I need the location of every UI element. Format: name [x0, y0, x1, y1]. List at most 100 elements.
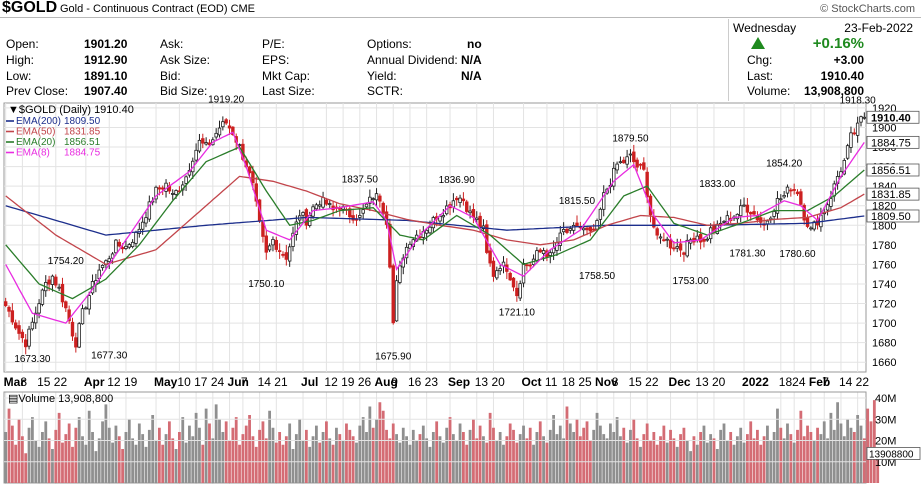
candle-body: [271, 239, 275, 246]
candle-body: [468, 210, 472, 214]
candle-body: [67, 309, 71, 322]
volume-bar: [127, 419, 131, 483]
volume-bar: [465, 444, 469, 483]
candle-body: [495, 270, 499, 279]
volume-bar: [722, 423, 726, 483]
candle-body: [157, 187, 162, 190]
volume-bar: [806, 425, 809, 483]
value-tag-text: 1884.75: [871, 137, 911, 149]
candle-body: [859, 116, 863, 123]
lastsize-label: Last Size:: [262, 84, 315, 98]
x-tick-label: 25: [578, 375, 592, 389]
volume-bar: [558, 425, 562, 483]
volume-bar: [545, 442, 549, 483]
volume-bar: [461, 432, 465, 483]
volume-bar: [365, 432, 368, 483]
volume-bar: [231, 427, 235, 483]
candle-body: [247, 166, 252, 174]
volume-bar: [498, 432, 502, 483]
candle-body: [314, 204, 319, 210]
price-annotation: 1781.30: [729, 249, 766, 260]
last-label: Last:: [747, 69, 774, 83]
candle-body: [628, 153, 633, 156]
volume-bar: [395, 434, 398, 483]
volume-bar: [281, 444, 285, 483]
exchange-name: CME: [230, 3, 256, 15]
volume-bar: [745, 434, 749, 483]
x-tick-label: 10: [177, 375, 191, 389]
candle-body: [201, 138, 205, 144]
volume-bar: [512, 429, 515, 483]
right-value-tags: 1910.40 1884.75 1856.51 1831.85 1809.50: [866, 110, 920, 223]
candle-body: [795, 191, 800, 195]
candle-body: [658, 236, 663, 239]
price-annotation: 1675.90: [375, 352, 412, 363]
volume-bar: [435, 421, 439, 483]
candle-body: [294, 221, 299, 235]
candle-body: [80, 308, 85, 325]
y-tick-label: 1780: [872, 240, 896, 252]
candle-body: [511, 277, 516, 288]
chg-label: Chg:: [747, 53, 773, 67]
volume-bar: [17, 419, 21, 483]
candle-body: [107, 258, 111, 262]
legend-series-value: 1884.75: [64, 148, 101, 159]
candle-body: [812, 221, 816, 230]
volume-bar: [81, 436, 84, 483]
volume-bar: [852, 432, 856, 483]
candle-body: [685, 239, 689, 257]
open-label: Open:: [6, 37, 39, 51]
candle-body: [535, 250, 539, 262]
candle-body: [277, 250, 282, 252]
volume-bar: [819, 434, 823, 483]
volume-bar: [314, 425, 318, 483]
candle-body: [745, 204, 750, 213]
quote-day: Wednesday: [733, 21, 797, 35]
volume-bar: [522, 425, 525, 483]
candle-body: [508, 272, 512, 281]
volume-value: 13,908,800: [803, 84, 864, 98]
volume-bar: [54, 429, 58, 483]
volume-bar: [532, 444, 535, 483]
volume-bar: [735, 436, 739, 483]
volume-bar: [438, 436, 442, 483]
candle-body: [50, 275, 55, 285]
candle-body: [705, 238, 709, 241]
volume-bar: [829, 412, 833, 483]
volume-bar: [605, 438, 609, 483]
x-tick-label: 18: [779, 375, 793, 389]
candle-body: [318, 204, 322, 207]
candle-body: [615, 163, 619, 171]
volume-bar: [632, 419, 636, 483]
volume-bar: [214, 404, 218, 483]
candle-body: [74, 337, 78, 348]
volume-bar: [846, 419, 850, 483]
x-tick-label: 7: [241, 375, 248, 389]
volume-bar: [401, 427, 405, 483]
price-annotation: 1815.50: [559, 196, 596, 207]
value-tag-box: [866, 209, 920, 223]
price-annotation: 1754.20: [48, 256, 85, 267]
volume-bar: [101, 421, 104, 483]
dividend-label: Annual Dividend:: [367, 53, 458, 67]
candle-body: [267, 245, 272, 251]
volume-bar: [799, 410, 803, 483]
volume-bar: [826, 438, 829, 483]
y-tick-label: 1740: [872, 279, 896, 291]
volume-bar: [635, 438, 639, 483]
volume-bar: [294, 434, 298, 483]
candle-body: [702, 238, 706, 242]
volume-bar: [188, 425, 191, 483]
candle-body: [47, 279, 51, 285]
candle-body: [408, 243, 412, 249]
ema-line-3: [5, 146, 865, 300]
volume-bar: [94, 451, 98, 483]
ask-label: Ask:: [160, 37, 184, 51]
candle-body: [571, 225, 576, 231]
bid-label: Bid:: [160, 69, 181, 83]
candle-body: [70, 321, 75, 337]
volume-bar: [578, 436, 582, 483]
volume-bar: [839, 423, 843, 483]
candle-body: [351, 215, 355, 221]
volume-bar: [782, 438, 786, 483]
